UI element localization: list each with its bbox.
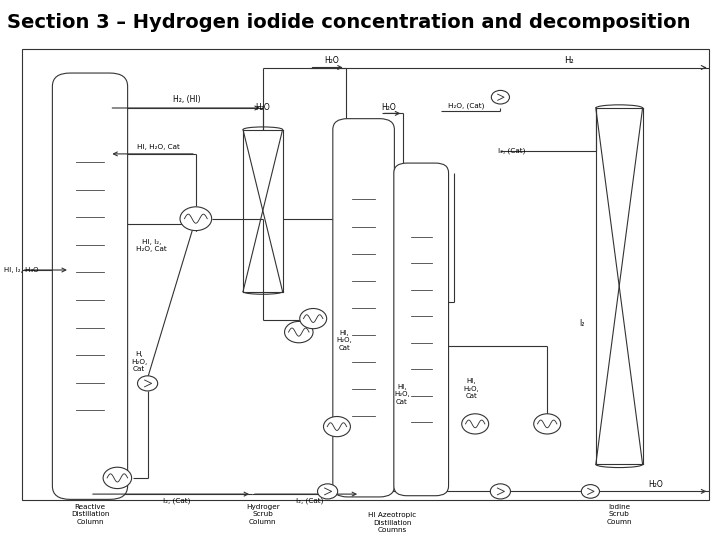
Text: HI, H₂O, Cat: HI, H₂O, Cat <box>137 144 180 150</box>
Text: H₂O, (Cat): H₂O, (Cat) <box>449 102 485 109</box>
Text: H₂O: H₂O <box>324 56 338 65</box>
Circle shape <box>300 308 327 329</box>
Circle shape <box>323 416 351 437</box>
Text: HI,
H₂O,
Cat: HI, H₂O, Cat <box>394 384 410 404</box>
Circle shape <box>490 484 510 499</box>
FancyBboxPatch shape <box>333 119 395 497</box>
Text: H₂: H₂ <box>564 56 574 65</box>
FancyBboxPatch shape <box>53 73 127 500</box>
Text: H₂, (HI): H₂, (HI) <box>174 96 201 104</box>
Text: Hydroger
Scrub
Column: Hydroger Scrub Column <box>246 504 279 524</box>
Text: I₂, (Cat): I₂, (Cat) <box>296 497 323 504</box>
Text: H₂O: H₂O <box>256 104 270 112</box>
Bar <box>22 49 709 500</box>
Circle shape <box>180 207 212 231</box>
Circle shape <box>284 321 313 343</box>
Text: H,
H₂O,
Cat: H, H₂O, Cat <box>131 352 147 372</box>
Text: I₂: I₂ <box>579 320 585 328</box>
Text: Reactive
Distillation
Column: Reactive Distillation Column <box>71 504 109 524</box>
Circle shape <box>462 414 489 434</box>
Text: I₂, (Cat): I₂, (Cat) <box>498 148 525 154</box>
Circle shape <box>318 484 338 499</box>
FancyBboxPatch shape <box>394 163 449 496</box>
Circle shape <box>103 467 132 489</box>
Text: I₂, (Cat): I₂, (Cat) <box>163 497 190 504</box>
Text: HI, I₂,
H₂O, Cat: HI, I₂, H₂O, Cat <box>136 239 166 252</box>
Text: HI,
H₂O,
Cat: HI, H₂O, Cat <box>336 330 352 350</box>
Text: Section 3 – Hydrogen iodide concentration and decomposition: Section 3 – Hydrogen iodide concentratio… <box>7 14 690 32</box>
Circle shape <box>138 376 158 391</box>
Circle shape <box>534 414 561 434</box>
Text: H₂O: H₂O <box>648 480 662 489</box>
Text: HI, I₂, H₃O: HI, I₂, H₃O <box>4 267 38 273</box>
Circle shape <box>491 90 510 104</box>
Text: HI,
H₂O,
Cat: HI, H₂O, Cat <box>464 379 480 399</box>
Text: Iodine
Scrub
Coumn: Iodine Scrub Coumn <box>606 504 632 524</box>
Text: HI Azeotropic
Distillation
Coumns: HI Azeotropic Distillation Coumns <box>368 512 417 533</box>
Circle shape <box>581 484 600 498</box>
Text: H₂O: H₂O <box>382 104 396 112</box>
